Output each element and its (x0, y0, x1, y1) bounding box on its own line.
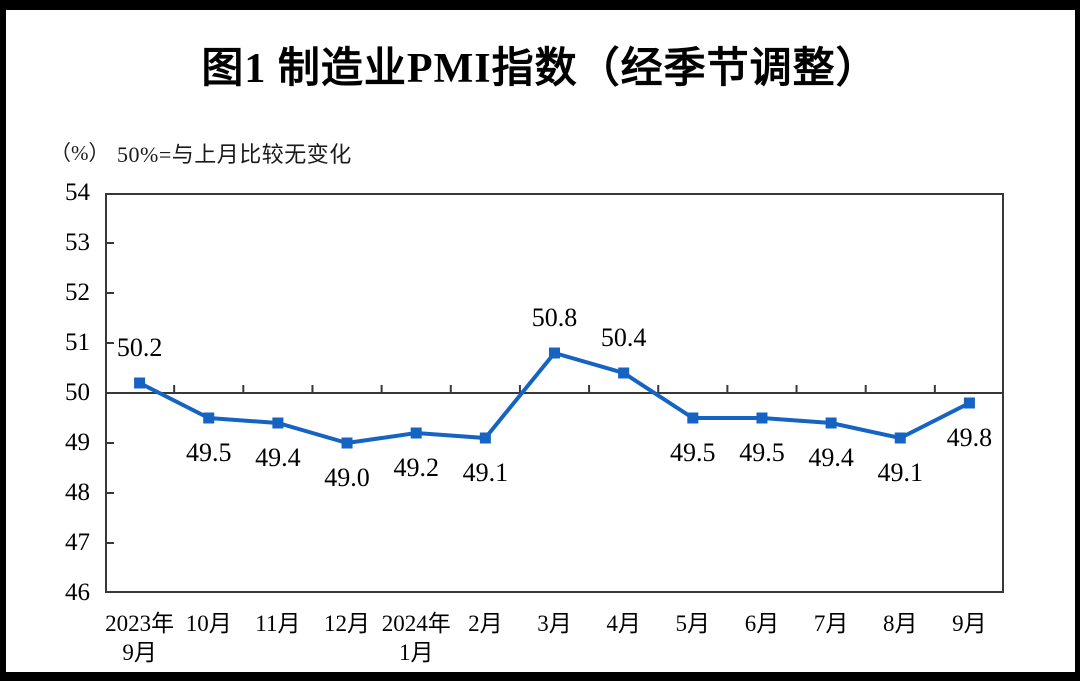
data-label: 49.8 (947, 423, 993, 452)
data-label: 49.1 (878, 458, 924, 487)
x-axis-tick-label: 12月 (324, 611, 371, 636)
data-label: 50.8 (532, 303, 578, 332)
data-point-marker (687, 412, 699, 424)
pmi-data-line (138, 350, 971, 446)
x-axis-tick-label: 9月 (952, 611, 987, 636)
chart-title: 图1 制造业PMI指数（经季节调整） (201, 46, 879, 92)
x-axis-tick-label: 2024年 1月 (381, 611, 451, 665)
y-axis-tick-label: 50 (65, 379, 90, 406)
data-point-marker (272, 417, 284, 429)
data-point-marker (825, 417, 837, 429)
y-axis-tick-label: 51 (65, 329, 90, 356)
y-axis-tick-label: 54 (65, 179, 90, 206)
x-axis-tick-label: 5月 (675, 611, 711, 636)
x-axis-tick-label: 2月 (468, 611, 503, 636)
data-point-marker (134, 377, 146, 389)
x-axis-tick-label: 10月 (185, 611, 232, 636)
y-axis-tick-label: 53 (65, 229, 90, 256)
pmi-line-chart: 50.2 49.5 49.4 49.0 49.2 49.1 50.8 50.4 49.5 49.5… (105, 242, 1004, 544)
y-axis-tick-label: 48 (65, 479, 90, 506)
data-label: 50.2 (117, 333, 163, 362)
x-axis-tick-label: 7月 (813, 611, 849, 636)
data-point-marker (410, 427, 422, 439)
x-axis-tick-label: 11月 (255, 611, 301, 636)
data-point-marker (756, 412, 768, 424)
data-point-marker (479, 432, 491, 444)
x-axis-tick-label: 3月 (537, 611, 572, 636)
data-label: 49.0 (324, 463, 370, 492)
data-label: 50.4 (601, 323, 647, 352)
data-label: 49.5 (186, 438, 232, 467)
data-label: 49.4 (255, 443, 301, 472)
data-point-marker (203, 412, 215, 424)
y-axis-tick-label: 46 (65, 579, 90, 606)
data-label: 49.1 (463, 458, 509, 487)
y-axis-unit-label: （%） (50, 141, 110, 165)
x-axis-tick-label: 8月 (883, 611, 918, 636)
reference-line-note: 50%=与上月比较无变化 (117, 142, 352, 167)
y-axis-tick-label: 52 (65, 279, 90, 306)
x-axis-tick-label: 4月 (606, 611, 641, 636)
data-point-marker (341, 437, 353, 449)
data-point-marker (549, 347, 560, 359)
data-point-marker (963, 397, 975, 409)
y-axis-tick-label: 47 (65, 529, 90, 556)
data-label: 49.5 (670, 438, 716, 467)
data-point-marker (618, 367, 630, 379)
data-point-marker (894, 432, 906, 444)
data-label: 49.5 (739, 438, 785, 467)
data-label: 49.4 (808, 443, 854, 472)
x-axis-tick-label: 6月 (744, 611, 780, 636)
data-label: 49.2 (393, 453, 439, 482)
y-axis-tick-label: 49 (65, 429, 90, 456)
x-axis-tick-label: 2023年 9月 (105, 611, 175, 665)
